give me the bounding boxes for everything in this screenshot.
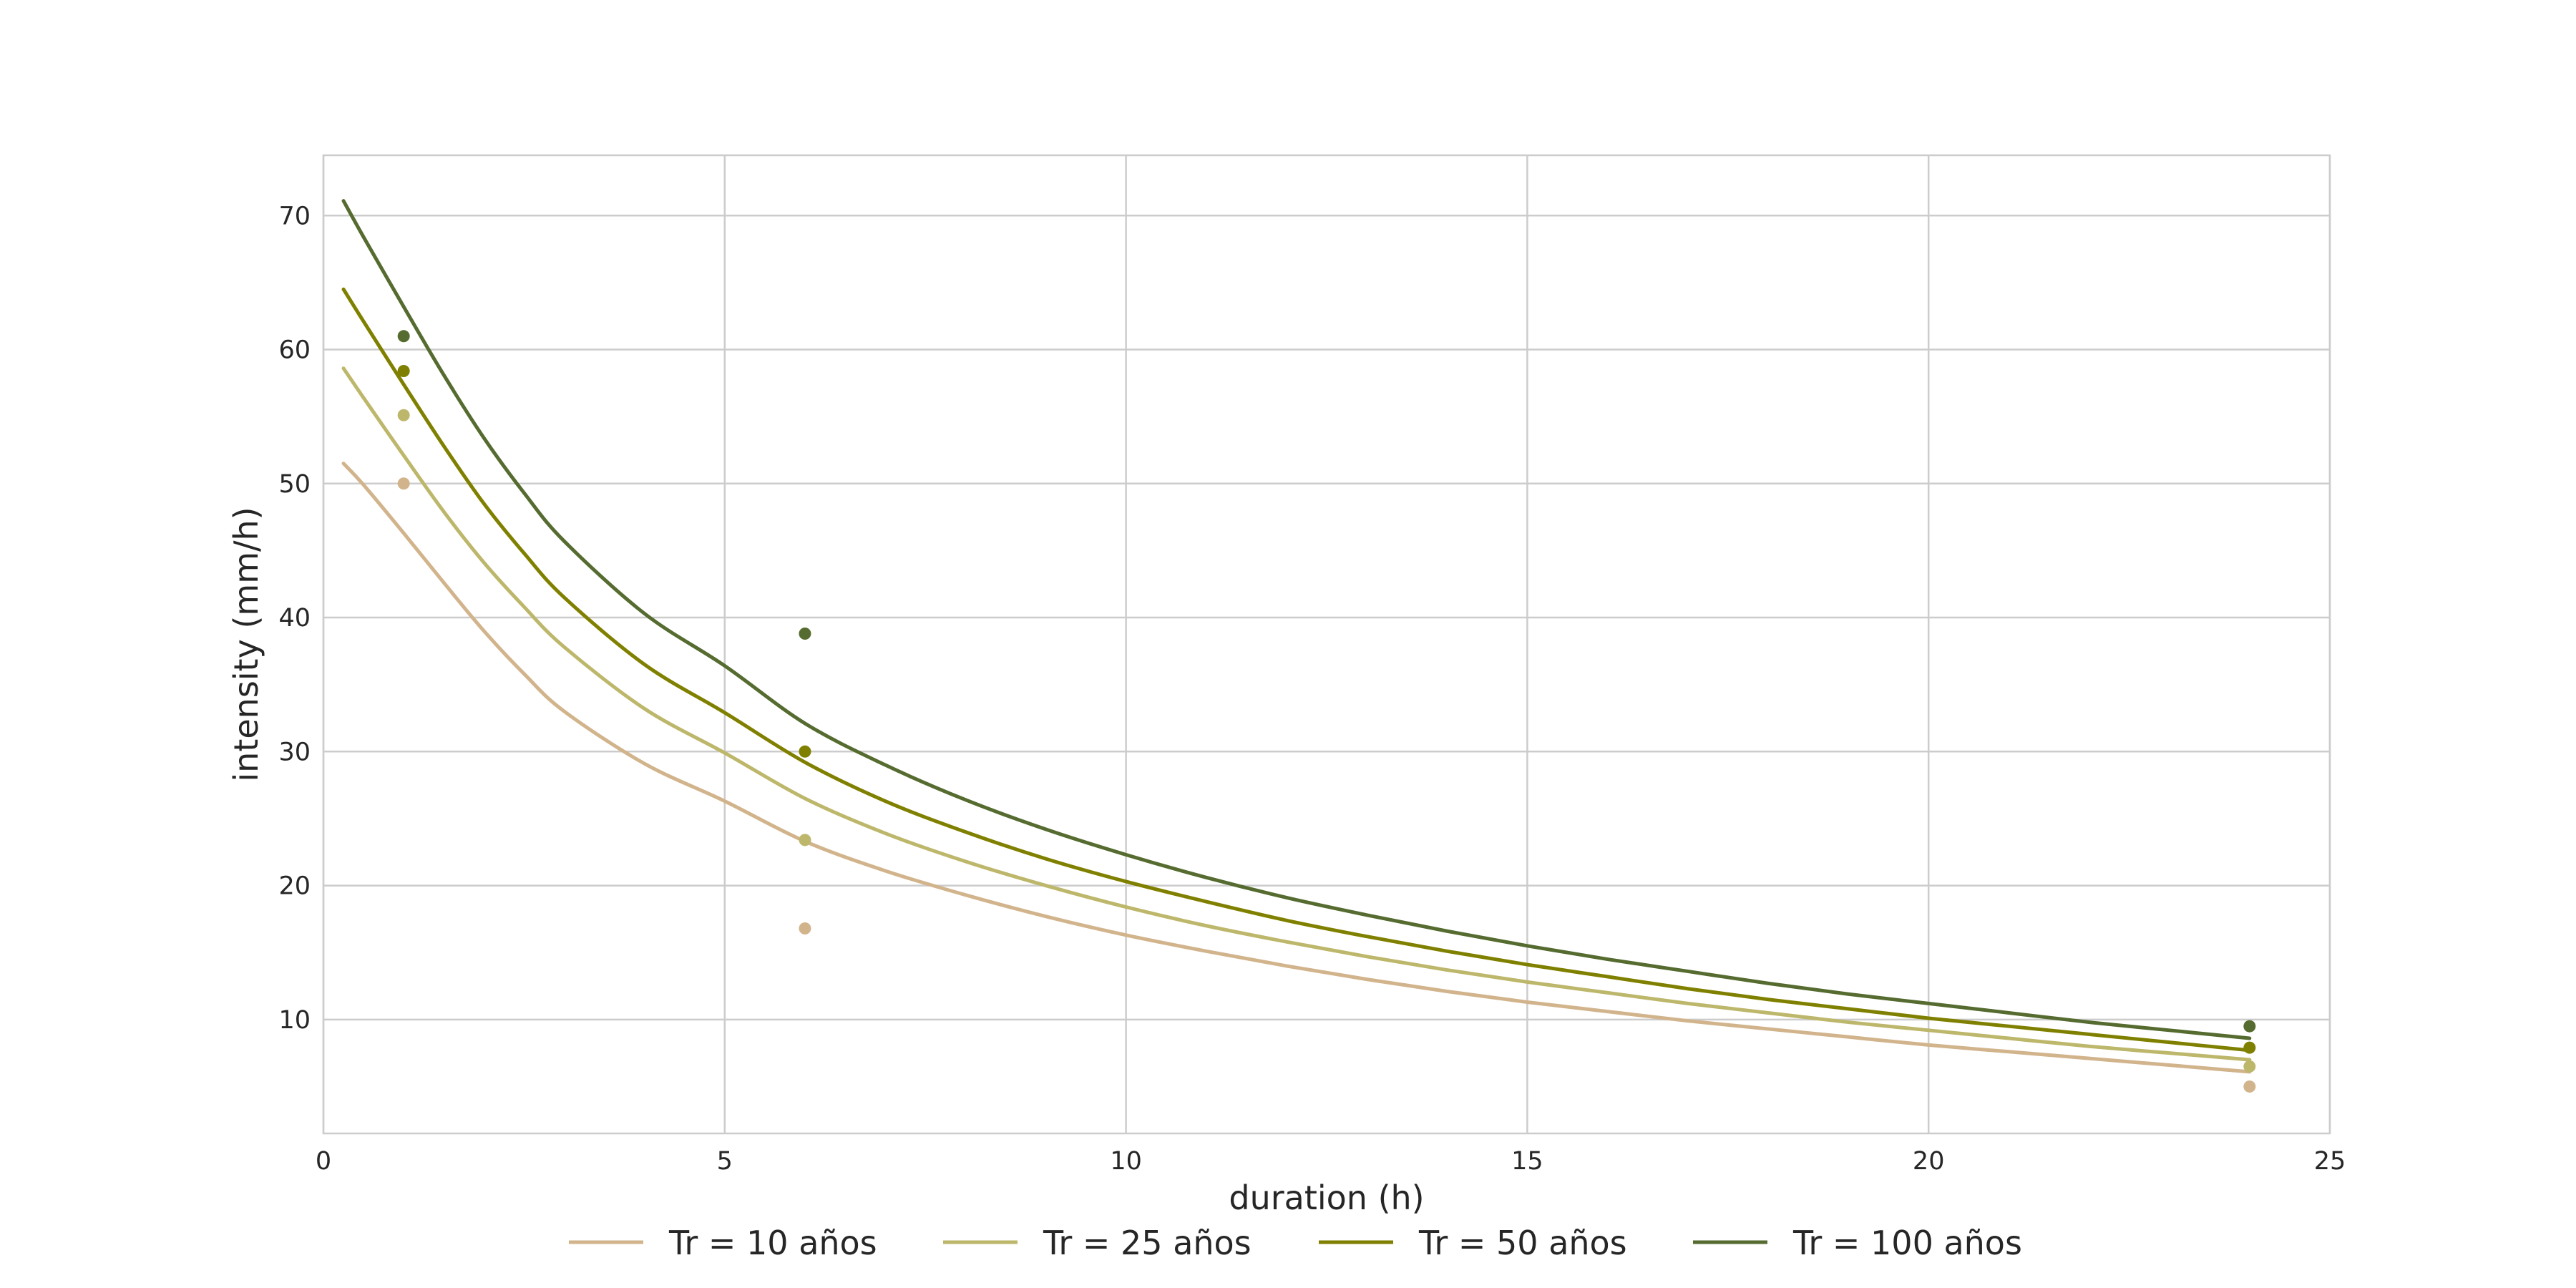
- series-line: [341, 366, 2252, 1062]
- observed-point: [799, 922, 811, 935]
- y-tick-label: 20: [278, 872, 311, 901]
- observed-point: [2243, 1020, 2256, 1033]
- y-tick-label: 70: [278, 202, 311, 230]
- legend-entry: Tr = 50 años: [1319, 1224, 1627, 1262]
- observed-point: [2243, 1060, 2256, 1073]
- series-2: [341, 366, 2256, 1073]
- legend: Tr = 10 años Tr = 25 años Tr = 50 años Tr =…: [569, 1224, 2022, 1262]
- x-tick-label: 10: [1110, 1147, 1142, 1176]
- observed-point: [2243, 1080, 2256, 1093]
- legend-label: Tr = 10 años: [668, 1224, 877, 1262]
- legend-label: Tr = 100 años: [1792, 1224, 2022, 1262]
- legend-label: Tr = 25 años: [1043, 1224, 1252, 1262]
- series-line: [341, 462, 2252, 1074]
- x-tick-label: 5: [717, 1147, 733, 1176]
- x-axis-label: duration (h): [1229, 1179, 1424, 1217]
- legend-entry: Tr = 25 años: [943, 1224, 1252, 1262]
- observed-point: [397, 409, 410, 421]
- series-1: [341, 462, 2256, 1093]
- tick-labels: 0 5 10 15 20 25 10 20 30 40 50 60 70: [278, 202, 2346, 1176]
- observed-point: [799, 628, 811, 640]
- y-tick-label: 50: [278, 470, 311, 499]
- observed-point: [397, 364, 410, 377]
- x-tick-label: 15: [1511, 1147, 1543, 1176]
- plot-frame: [322, 154, 2331, 1135]
- observed-point: [2243, 1041, 2256, 1054]
- x-tick-label: 0: [316, 1147, 331, 1176]
- series-line: [341, 199, 2252, 1040]
- series-4: [341, 199, 2256, 1040]
- x-tick-label: 25: [2314, 1147, 2346, 1176]
- y-tick-label: 40: [278, 604, 311, 633]
- x-tick-label: 20: [1913, 1147, 1945, 1176]
- observed-point: [397, 330, 410, 343]
- y-tick-label: 30: [278, 738, 311, 766]
- y-tick-label: 10: [278, 1006, 311, 1035]
- legend-entry: Tr = 100 años: [1693, 1224, 2022, 1262]
- series-line: [341, 287, 2252, 1053]
- observed-point: [799, 834, 811, 847]
- observed-point: [397, 477, 410, 490]
- y-tick-label: 60: [278, 336, 311, 365]
- legend-entry: Tr = 10 años: [569, 1224, 877, 1262]
- y-axis-label: intensity (mm/h): [227, 507, 265, 781]
- observed-point: [799, 745, 811, 758]
- grid: [322, 155, 2331, 1133]
- series-3: [341, 287, 2256, 1054]
- series-layer: [341, 199, 2256, 1093]
- legend-label: Tr = 50 años: [1418, 1224, 1627, 1262]
